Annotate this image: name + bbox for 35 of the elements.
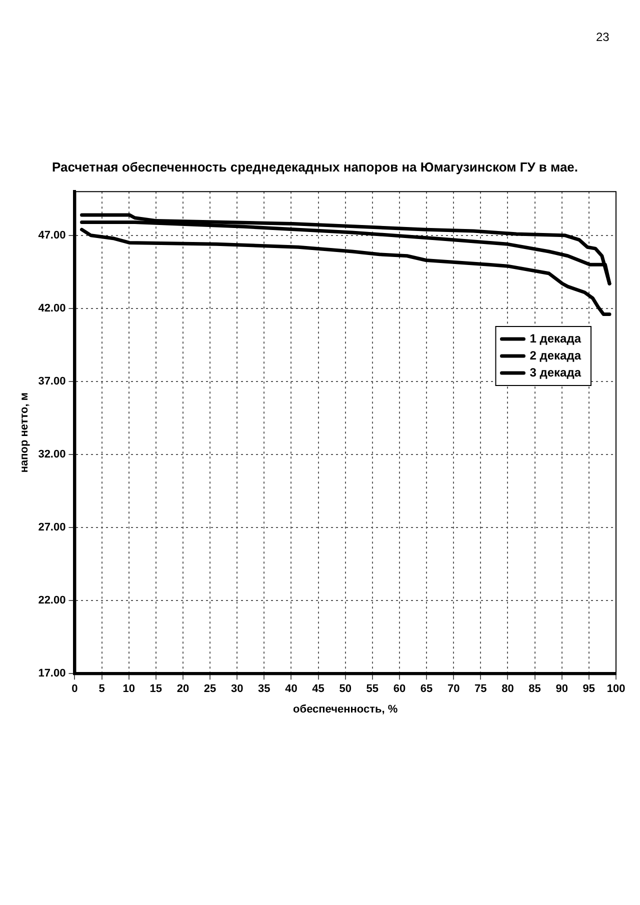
x-tick-label: 85	[528, 683, 541, 696]
x-tick-label: 35	[258, 683, 270, 696]
x-tick-label: 70	[447, 683, 460, 696]
x-axis-title: обеспеченность, %	[293, 703, 398, 716]
y-tick-label: 42.00	[38, 302, 66, 314]
x-tick-label: 30	[230, 683, 244, 696]
x-tick-label: 95	[582, 683, 596, 696]
x-tick-label: 100	[606, 683, 626, 696]
x-tick-label: 80	[502, 683, 514, 696]
y-tick-label: 17.00	[38, 668, 66, 680]
x-tick-label: 75	[474, 683, 487, 696]
legend-label: 3 декада	[530, 365, 582, 380]
x-tick-label: 90	[556, 683, 568, 696]
y-tick-label: 47.00	[38, 229, 66, 242]
x-tick-label: 55	[366, 683, 379, 696]
x-tick-label: 5	[98, 683, 105, 696]
x-tick-label: 0	[72, 683, 78, 696]
text: 23	[596, 30, 610, 44]
x-tick-label: 20	[176, 683, 190, 696]
x-tick-label: 50	[339, 683, 352, 696]
x-tick-label: 10	[122, 683, 135, 696]
x-tick-label: 40	[285, 683, 298, 696]
y-axis-title: напор нетто, м	[18, 392, 31, 473]
y-tick-label: 32.00	[38, 448, 66, 461]
legend-label: 1 декада	[530, 331, 582, 346]
legend-label: 2 декада	[530, 348, 582, 362]
x-tick-label: 25	[204, 683, 216, 696]
y-tick-label: 27.00	[38, 522, 66, 534]
x-tick-label: 45	[312, 683, 324, 696]
x-tick-label: 15	[150, 683, 162, 696]
chart-title: Расчетная обеспеченность среднедекадных напоров на Юмагузинском ГУ в мае.	[52, 159, 578, 174]
y-tick-label: 37.00	[38, 376, 66, 388]
x-tick-label: 60	[393, 683, 406, 696]
x-tick-label: 65	[420, 683, 433, 696]
y-tick-label: 22.00	[38, 594, 66, 607]
